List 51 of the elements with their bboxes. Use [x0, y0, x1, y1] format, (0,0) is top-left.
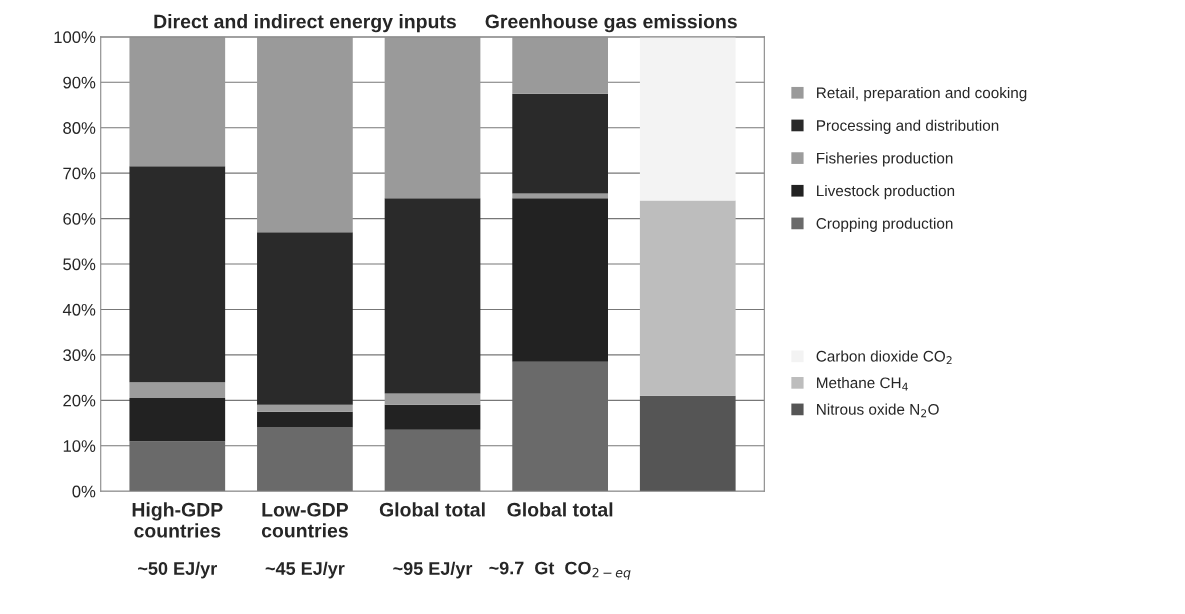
legend-label: Cropping production [816, 217, 953, 232]
bar [257, 232, 353, 405]
bar [384, 404, 481, 430]
y-tick-label: 30% [63, 349, 96, 362]
bar [639, 395, 736, 492]
y-tick-label: 40% [62, 303, 96, 316]
legend-label: Nitrous oxide N$_{2}$O [817, 403, 939, 418]
legend-label: Methane CH$_{4}$ [817, 377, 908, 391]
y-tick-label: 10% [63, 440, 96, 452]
bar [384, 393, 481, 405]
y-tick-label: 20% [63, 394, 96, 407]
x-tick-label: Low-GDP countries [261, 502, 348, 538]
text: ~50 EJ/yr [138, 561, 217, 579]
y-tick-label: 0% [72, 485, 96, 498]
text: Direct and indirect energy inputs [154, 14, 456, 33]
bar [129, 36, 226, 167]
bar [512, 36, 608, 94]
bar [639, 200, 736, 396]
bar [129, 166, 226, 383]
bar [384, 198, 481, 394]
y-tick-label: 100% [54, 31, 96, 44]
bar [257, 411, 353, 428]
bar [257, 404, 353, 412]
bar [129, 441, 226, 492]
bar [639, 36, 736, 201]
x-tick-label: High-GDP countries [132, 502, 223, 538]
bar [129, 398, 226, 442]
legend-label: Carbon dioxide CO$_{2}$ [816, 350, 952, 365]
bar [257, 36, 353, 233]
bar [129, 382, 226, 399]
x-tick-label: Global total [507, 502, 613, 517]
bar [512, 93, 608, 194]
y-tick-label: 50% [63, 258, 96, 271]
y-tick-label: 90% [63, 76, 96, 89]
x-tick-label: Global total [379, 502, 485, 517]
legend-label: Retail, preparation and cooking [817, 87, 1027, 102]
legend-label: Fisheries production [817, 152, 953, 167]
bar [384, 429, 481, 492]
text: ~45 EJ/yr [265, 561, 345, 579]
legend-label: Livestock production [817, 184, 955, 200]
legend-label: Processing and distribution [817, 119, 999, 134]
y-tick-label: 60% [63, 212, 96, 225]
text: ~95 EJ/yr [393, 561, 473, 579]
bar [257, 427, 353, 492]
bar [512, 361, 608, 492]
y-tick-label: 80% [63, 122, 96, 134]
text: ~9.7 Gt CO$_{2−eq}$ [489, 561, 631, 580]
text: Greenhouse gas emissions [485, 14, 737, 33]
y-tick-label: 70% [63, 167, 96, 180]
bar [384, 36, 481, 199]
bar [512, 198, 608, 362]
